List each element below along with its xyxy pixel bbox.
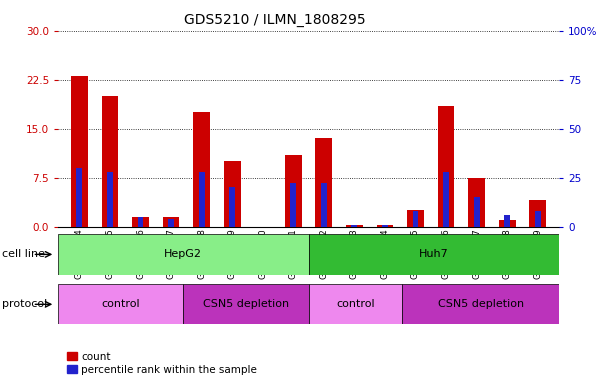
Bar xyxy=(529,200,546,227)
Bar xyxy=(309,284,403,324)
Text: CSN5 depletion: CSN5 depletion xyxy=(203,299,289,310)
Bar xyxy=(474,197,480,227)
Bar xyxy=(351,225,357,227)
Text: control: control xyxy=(101,299,140,310)
Text: cell line: cell line xyxy=(2,249,45,260)
Bar xyxy=(403,284,559,324)
Bar xyxy=(224,161,241,227)
Bar xyxy=(382,225,388,227)
Bar xyxy=(285,155,302,227)
Bar xyxy=(468,178,485,227)
Text: control: control xyxy=(336,299,375,310)
Bar xyxy=(58,234,309,275)
Text: Huh7: Huh7 xyxy=(419,249,448,260)
Bar xyxy=(107,172,113,227)
Bar xyxy=(183,284,309,324)
Legend: count, percentile rank within the sample: count, percentile rank within the sample xyxy=(64,348,261,379)
Bar xyxy=(58,284,183,324)
Bar xyxy=(346,225,363,227)
Bar xyxy=(71,76,88,227)
Bar xyxy=(168,219,174,227)
Text: CSN5 depletion: CSN5 depletion xyxy=(437,299,524,310)
Bar xyxy=(407,210,424,227)
Bar xyxy=(309,234,559,275)
Bar xyxy=(193,113,210,227)
Bar xyxy=(443,172,449,227)
Bar xyxy=(412,211,419,227)
Bar xyxy=(229,187,235,227)
Bar xyxy=(321,184,327,227)
Bar xyxy=(376,225,393,227)
Bar xyxy=(101,96,119,227)
Text: GDS5210 / ILMN_1808295: GDS5210 / ILMN_1808295 xyxy=(184,13,366,27)
Bar xyxy=(199,172,205,227)
Bar xyxy=(535,211,541,227)
Bar xyxy=(132,217,149,227)
Text: protocol: protocol xyxy=(2,299,47,310)
Text: HepG2: HepG2 xyxy=(164,249,202,260)
Bar xyxy=(504,215,510,227)
Bar xyxy=(290,184,296,227)
Bar xyxy=(315,139,332,227)
Bar xyxy=(437,106,455,227)
Bar xyxy=(76,168,82,227)
Bar xyxy=(163,217,180,227)
Bar xyxy=(137,217,144,227)
Bar xyxy=(499,220,516,227)
